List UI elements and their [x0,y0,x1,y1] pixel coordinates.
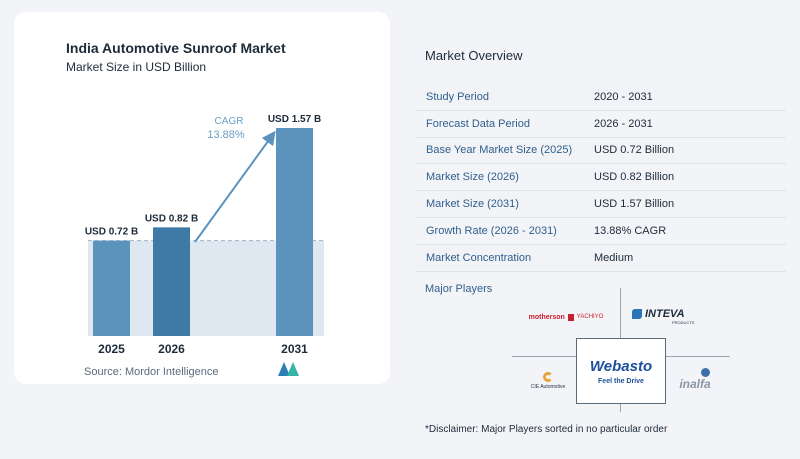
inteva-mark-icon [632,308,642,319]
row-value: 2026 - 2031 [594,117,653,130]
table-row: Forecast Data Period 2026 - 2031 [416,111,786,138]
row-value: USD 0.72 Billion [594,144,675,157]
webasto-tagline: Feel the Drive [598,377,644,385]
row-value: 2020 - 2031 [594,90,653,103]
row-value: USD 0.82 Billion [594,171,675,184]
chart-subtitle: Market Size in USD Billion [66,60,207,74]
bar-2025 [93,240,130,336]
bar-2031 [276,128,313,336]
major-players-title: Major Players [425,283,493,295]
inalfa-text: inalfa [679,376,711,391]
motherson-mark-icon [567,313,574,321]
disclaimer: *Disclaimer: Major Players sorted in no … [425,424,668,435]
row-value: 13.88% CAGR [594,224,667,237]
cie-text: CIE Automotive [530,384,566,390]
table-row: Base Year Market Size (2025) USD 0.72 Bi… [416,137,786,165]
cagr-arrow [194,130,276,243]
inalfa-mark-icon [700,367,710,377]
data-label-2026: USD 0.82 B [145,213,198,224]
row-value: USD 1.57 Billion [594,198,675,211]
x-tick-2026: 2026 [158,342,185,356]
cie-automotive-logo: CIE Automotive [520,368,576,394]
x-tick-2031: 2031 [281,342,308,356]
yachiyo-text: YACHIYO [576,314,604,320]
source-note: Source: Mordor Intelligence [84,366,219,378]
bar-2026 [153,227,190,336]
divider [620,288,621,346]
row-label: Base Year Market Size (2025) [426,144,573,157]
table-row: Study Period 2020 - 2031 [416,84,786,111]
x-tick-2025: 2025 [98,342,125,356]
inteva-logo: INTEVA PRODUCTS [632,304,712,328]
row-label: Growth Rate (2026 - 2031) [426,224,557,237]
row-label: Market Concentration [426,251,532,264]
row-label: Market Size (2031) [426,198,519,211]
webasto-logo: Webasto Feel the Drive [576,338,666,404]
row-label: Forecast Data Period [426,117,530,130]
cie-mark-icon [543,372,553,382]
row-value: Medium [594,251,634,264]
data-label-2031: USD 1.57 B [268,114,321,125]
cagr-value: 13.88% [207,129,245,141]
inteva-sub-text: PRODUCTS [672,319,695,325]
table-row: Market Concentration Medium [416,244,786,272]
data-label-2025: USD 0.72 B [85,227,138,238]
row-label: Study Period [426,90,489,103]
motherson-yachiyo-logo: motherson YACHIYO [520,306,612,328]
inteva-text: INTEVA [645,307,685,320]
cagr-label: CAGR [215,116,244,127]
overview-title: Market Overview [425,48,523,63]
table-row: Market Size (2031) USD 1.57 Billion [416,191,786,218]
row-label: Market Size (2026) [426,171,519,184]
mordor-intelligence-logo [278,362,299,376]
inalfa-logo: inalfa [670,364,720,394]
overview-table: Study Period 2020 - 2031 Forecast Data P… [416,84,786,272]
webasto-text: Webasto [589,357,653,375]
bar-chart: USD 0.72 B 2025 USD 0.82 B 2026 USD 1.57 B 20… [85,114,324,356]
chart-title: India Automotive Sunroof Market [66,40,286,56]
motherson-text: motherson [528,313,565,321]
table-row: Growth Rate (2026 - 2031) 13.88% CAGR [416,218,786,245]
table-row: Market Size (2026) USD 0.82 Billion [416,164,786,192]
